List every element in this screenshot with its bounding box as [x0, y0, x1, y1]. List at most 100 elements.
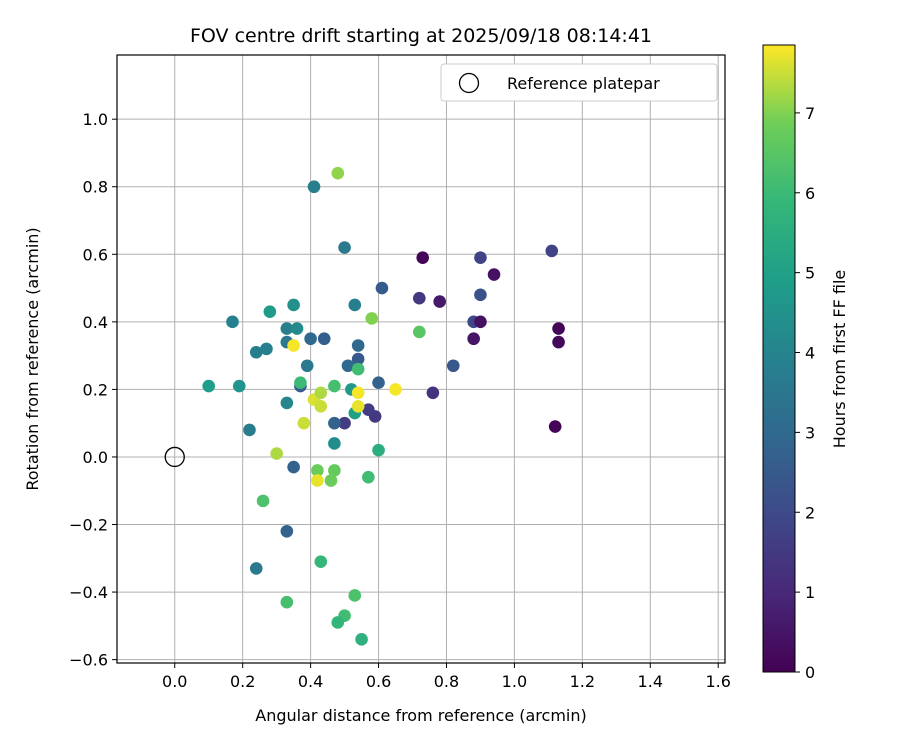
y-tick-label: −0.6 — [69, 651, 108, 670]
data-point — [202, 379, 216, 393]
data-point — [249, 345, 263, 359]
colorbar-tick-label: 5 — [805, 264, 815, 283]
x-tick-label: 0.4 — [298, 672, 323, 691]
data-point — [474, 288, 487, 302]
data-point — [426, 386, 440, 400]
data-point — [287, 339, 300, 352]
chart-title: FOV centre drift starting at 2025/09/18 … — [190, 25, 652, 47]
y-tick-label: 1.0 — [83, 110, 108, 129]
data-point — [474, 251, 487, 264]
data-point — [280, 524, 294, 538]
data-point — [226, 315, 239, 329]
data-point — [413, 325, 426, 339]
data-point — [328, 464, 341, 477]
colorbar-ticks: 0 1 2 3 4 5 6 7 — [795, 104, 815, 682]
data-point — [311, 464, 324, 477]
data-point — [314, 399, 328, 413]
data-point — [413, 291, 426, 305]
data-points — [202, 166, 565, 646]
y-tick-label: 0.2 — [83, 380, 108, 399]
data-point — [351, 386, 365, 400]
plot-frame — [116, 54, 726, 664]
colorbar-tick-label: 3 — [805, 423, 815, 442]
data-point — [287, 460, 300, 474]
data-point — [351, 339, 365, 352]
data-point — [552, 322, 565, 335]
y-axis-ticks: −0.6 −0.4 −0.2 0.0 0.2 0.4 0.6 0.8 1.0 — [69, 110, 117, 670]
data-point — [446, 359, 460, 373]
data-point — [375, 281, 389, 295]
x-tick-label: 1.4 — [638, 672, 663, 691]
colorbar-tick-label: 4 — [805, 344, 815, 363]
data-point — [297, 416, 311, 430]
data-point — [270, 447, 283, 460]
data-point — [304, 332, 317, 346]
data-point — [552, 335, 565, 349]
data-point — [249, 562, 263, 575]
colorbar-tick-label: 6 — [805, 184, 815, 203]
data-point — [314, 555, 328, 568]
data-point — [365, 312, 379, 325]
x-tick-label: 1.2 — [570, 672, 595, 691]
data-point — [328, 379, 341, 393]
data-point — [311, 474, 324, 487]
y-tick-label: 0.6 — [83, 245, 108, 264]
data-point — [355, 633, 368, 646]
data-point — [433, 295, 446, 308]
data-point — [328, 416, 341, 430]
data-point — [416, 251, 429, 264]
y-tick-label: 0.0 — [83, 448, 108, 467]
data-point — [467, 332, 480, 346]
data-point — [389, 383, 402, 396]
data-point — [328, 437, 341, 450]
data-point — [548, 420, 562, 433]
x-tick-label: 0.2 — [230, 672, 255, 691]
colorbar: 0 1 2 3 4 5 6 7 Hours from first FF file — [762, 44, 849, 682]
y-tick-label: 0.4 — [83, 313, 108, 332]
legend-reference-marker — [458, 72, 480, 94]
data-point — [338, 241, 351, 254]
y-tick-label: −0.2 — [69, 516, 108, 535]
data-point — [372, 376, 385, 389]
x-tick-label: 0.6 — [366, 672, 391, 691]
data-point — [294, 376, 307, 389]
data-point — [287, 298, 300, 312]
y-axis-label: Rotation from reference (arcmin) — [23, 227, 42, 490]
x-tick-label: 1.6 — [705, 672, 730, 691]
colorbar-tick-label: 0 — [805, 663, 815, 682]
legend-box — [440, 63, 718, 102]
data-point — [280, 396, 294, 410]
grid-lines — [117, 55, 725, 663]
colorbar-tick-label: 1 — [805, 583, 815, 602]
data-point — [307, 180, 321, 194]
legend-label: Reference platepar — [507, 74, 660, 93]
data-point — [314, 386, 328, 400]
data-point — [362, 470, 375, 484]
x-tick-label: 1.0 — [502, 672, 527, 691]
colorbar-tick-label: 7 — [805, 104, 815, 123]
data-point — [545, 244, 559, 258]
data-point — [351, 399, 365, 413]
reference-point-marker — [164, 446, 185, 468]
data-point — [280, 322, 294, 335]
data-point — [317, 332, 331, 346]
data-point — [324, 474, 338, 487]
data-point — [260, 342, 273, 356]
data-point — [256, 494, 270, 508]
data-point — [331, 166, 345, 180]
x-axis-label: Angular distance from reference (arcmin) — [255, 706, 586, 725]
data-point — [487, 268, 501, 281]
data-point — [351, 362, 365, 376]
data-point — [348, 298, 362, 312]
x-axis-ticks: 0.0 0.2 0.4 0.6 0.8 1.0 1.2 1.4 1.6 — [162, 663, 731, 691]
data-point — [341, 359, 355, 373]
data-point — [290, 322, 304, 335]
data-point — [263, 305, 277, 319]
data-point — [348, 589, 362, 602]
y-tick-label: 0.8 — [83, 178, 108, 197]
colorbar-tick-label: 2 — [805, 503, 815, 522]
y-tick-label: −0.4 — [69, 583, 108, 602]
data-point — [331, 616, 345, 629]
data-point — [280, 595, 294, 609]
